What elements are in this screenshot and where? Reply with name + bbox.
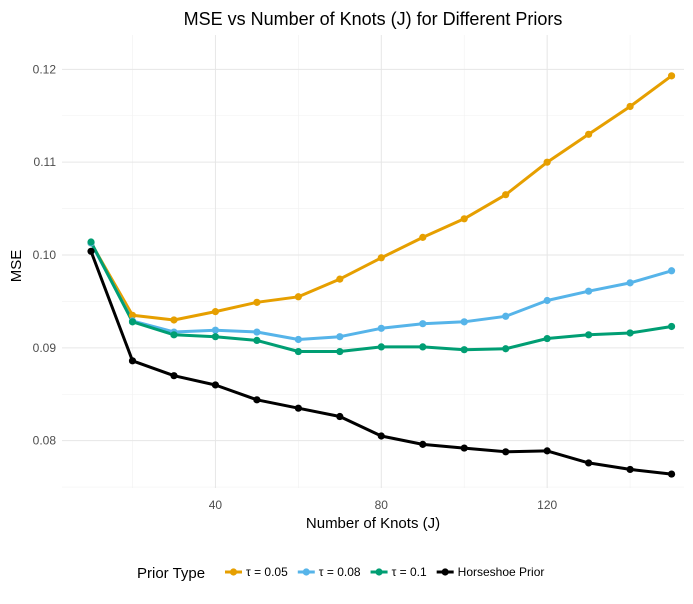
legend-label-1: τ = 0.05 <box>246 565 288 579</box>
series-3-point <box>253 336 261 345</box>
series-4-point <box>419 440 427 448</box>
series-3-point <box>543 334 551 343</box>
axis-tick-labels: 40 80 120 0.08 0.09 0.10 0.11 0.12 <box>33 62 558 512</box>
legend-label-4: Horseshoe Prior <box>458 565 545 579</box>
x-axis-label: Number of Knots (J) <box>306 515 440 532</box>
series-4-point <box>502 448 510 456</box>
series-4-point <box>377 432 385 440</box>
series-1-point <box>377 254 385 262</box>
series-4-point <box>336 412 344 421</box>
legend-key-point-1 <box>229 568 238 576</box>
series-3-point <box>377 343 385 351</box>
series-1-point <box>170 316 178 324</box>
y-tick-label: 0.10 <box>33 248 57 262</box>
series-4-point <box>170 372 178 380</box>
y-axis-label: MSE <box>8 250 25 283</box>
series-3-point <box>87 238 95 246</box>
chart-title: MSE vs Number of Knots (J) for Different… <box>184 9 563 29</box>
series-1-point <box>211 308 220 316</box>
series-4-point <box>294 404 302 412</box>
series-3-point <box>626 329 634 337</box>
series-2-point <box>502 312 510 320</box>
legend-label-2: τ = 0.08 <box>319 565 361 579</box>
y-tick-label: 0.12 <box>33 62 57 76</box>
series-3-point <box>502 345 510 353</box>
series-1-point <box>336 275 344 283</box>
series-2-point <box>336 333 344 341</box>
series-2-point <box>253 328 261 336</box>
series-4-point <box>667 470 676 478</box>
series-2-point <box>585 287 593 295</box>
legend-title: Prior Type <box>137 565 205 582</box>
series-4-point <box>253 396 261 404</box>
series-3-point <box>294 347 302 356</box>
series-3-point <box>336 347 344 356</box>
series-4-point <box>211 381 220 389</box>
legend-key-point-2 <box>302 568 310 576</box>
series-2-point <box>419 320 427 328</box>
series-1-point <box>585 130 593 138</box>
series-2-point <box>543 296 551 305</box>
x-tick-label: 40 <box>209 498 223 512</box>
series-1-point <box>543 158 551 166</box>
series-4-point <box>87 247 95 255</box>
legend-key-point-3 <box>375 568 383 576</box>
series-2-point <box>377 324 385 332</box>
series-4-point <box>543 447 551 455</box>
series-1-point <box>502 191 510 199</box>
y-tick-label: 0.11 <box>34 155 57 169</box>
x-tick-label: 120 <box>537 498 557 512</box>
series-3-point <box>170 331 178 339</box>
series-3-point <box>585 331 593 339</box>
series-2-point <box>294 335 302 344</box>
series-1-point <box>667 72 676 80</box>
series-1-point <box>419 233 427 241</box>
series-2-point <box>667 267 676 275</box>
series-1-point <box>253 298 261 306</box>
series-points <box>87 72 676 478</box>
series-1-point <box>128 311 137 319</box>
series-1-point <box>460 215 468 223</box>
series-1-point <box>294 293 302 301</box>
series-4-point <box>585 459 593 467</box>
series-4-point <box>460 444 468 452</box>
legend-key-point-4 <box>441 568 449 576</box>
series-2-point <box>626 279 634 287</box>
legend-label-3: τ = 0.1 <box>392 565 427 579</box>
y-tick-label: 0.08 <box>33 434 57 448</box>
series-3-point <box>667 322 676 331</box>
y-tick-label: 0.09 <box>33 341 57 355</box>
series-3-point <box>128 318 137 326</box>
legend: Prior Type τ = 0.05 τ = 0.08 τ = 0.1 Horses… <box>137 565 544 582</box>
series-4-point <box>626 465 634 474</box>
series-2-point <box>460 318 468 326</box>
series-3-point <box>211 333 220 341</box>
x-tick-label: 80 <box>375 498 389 512</box>
series-4-point <box>128 357 137 365</box>
series-3-point <box>460 346 468 354</box>
series-2-point <box>211 326 220 334</box>
series-1-point <box>626 102 634 111</box>
series-3-point <box>419 343 427 351</box>
